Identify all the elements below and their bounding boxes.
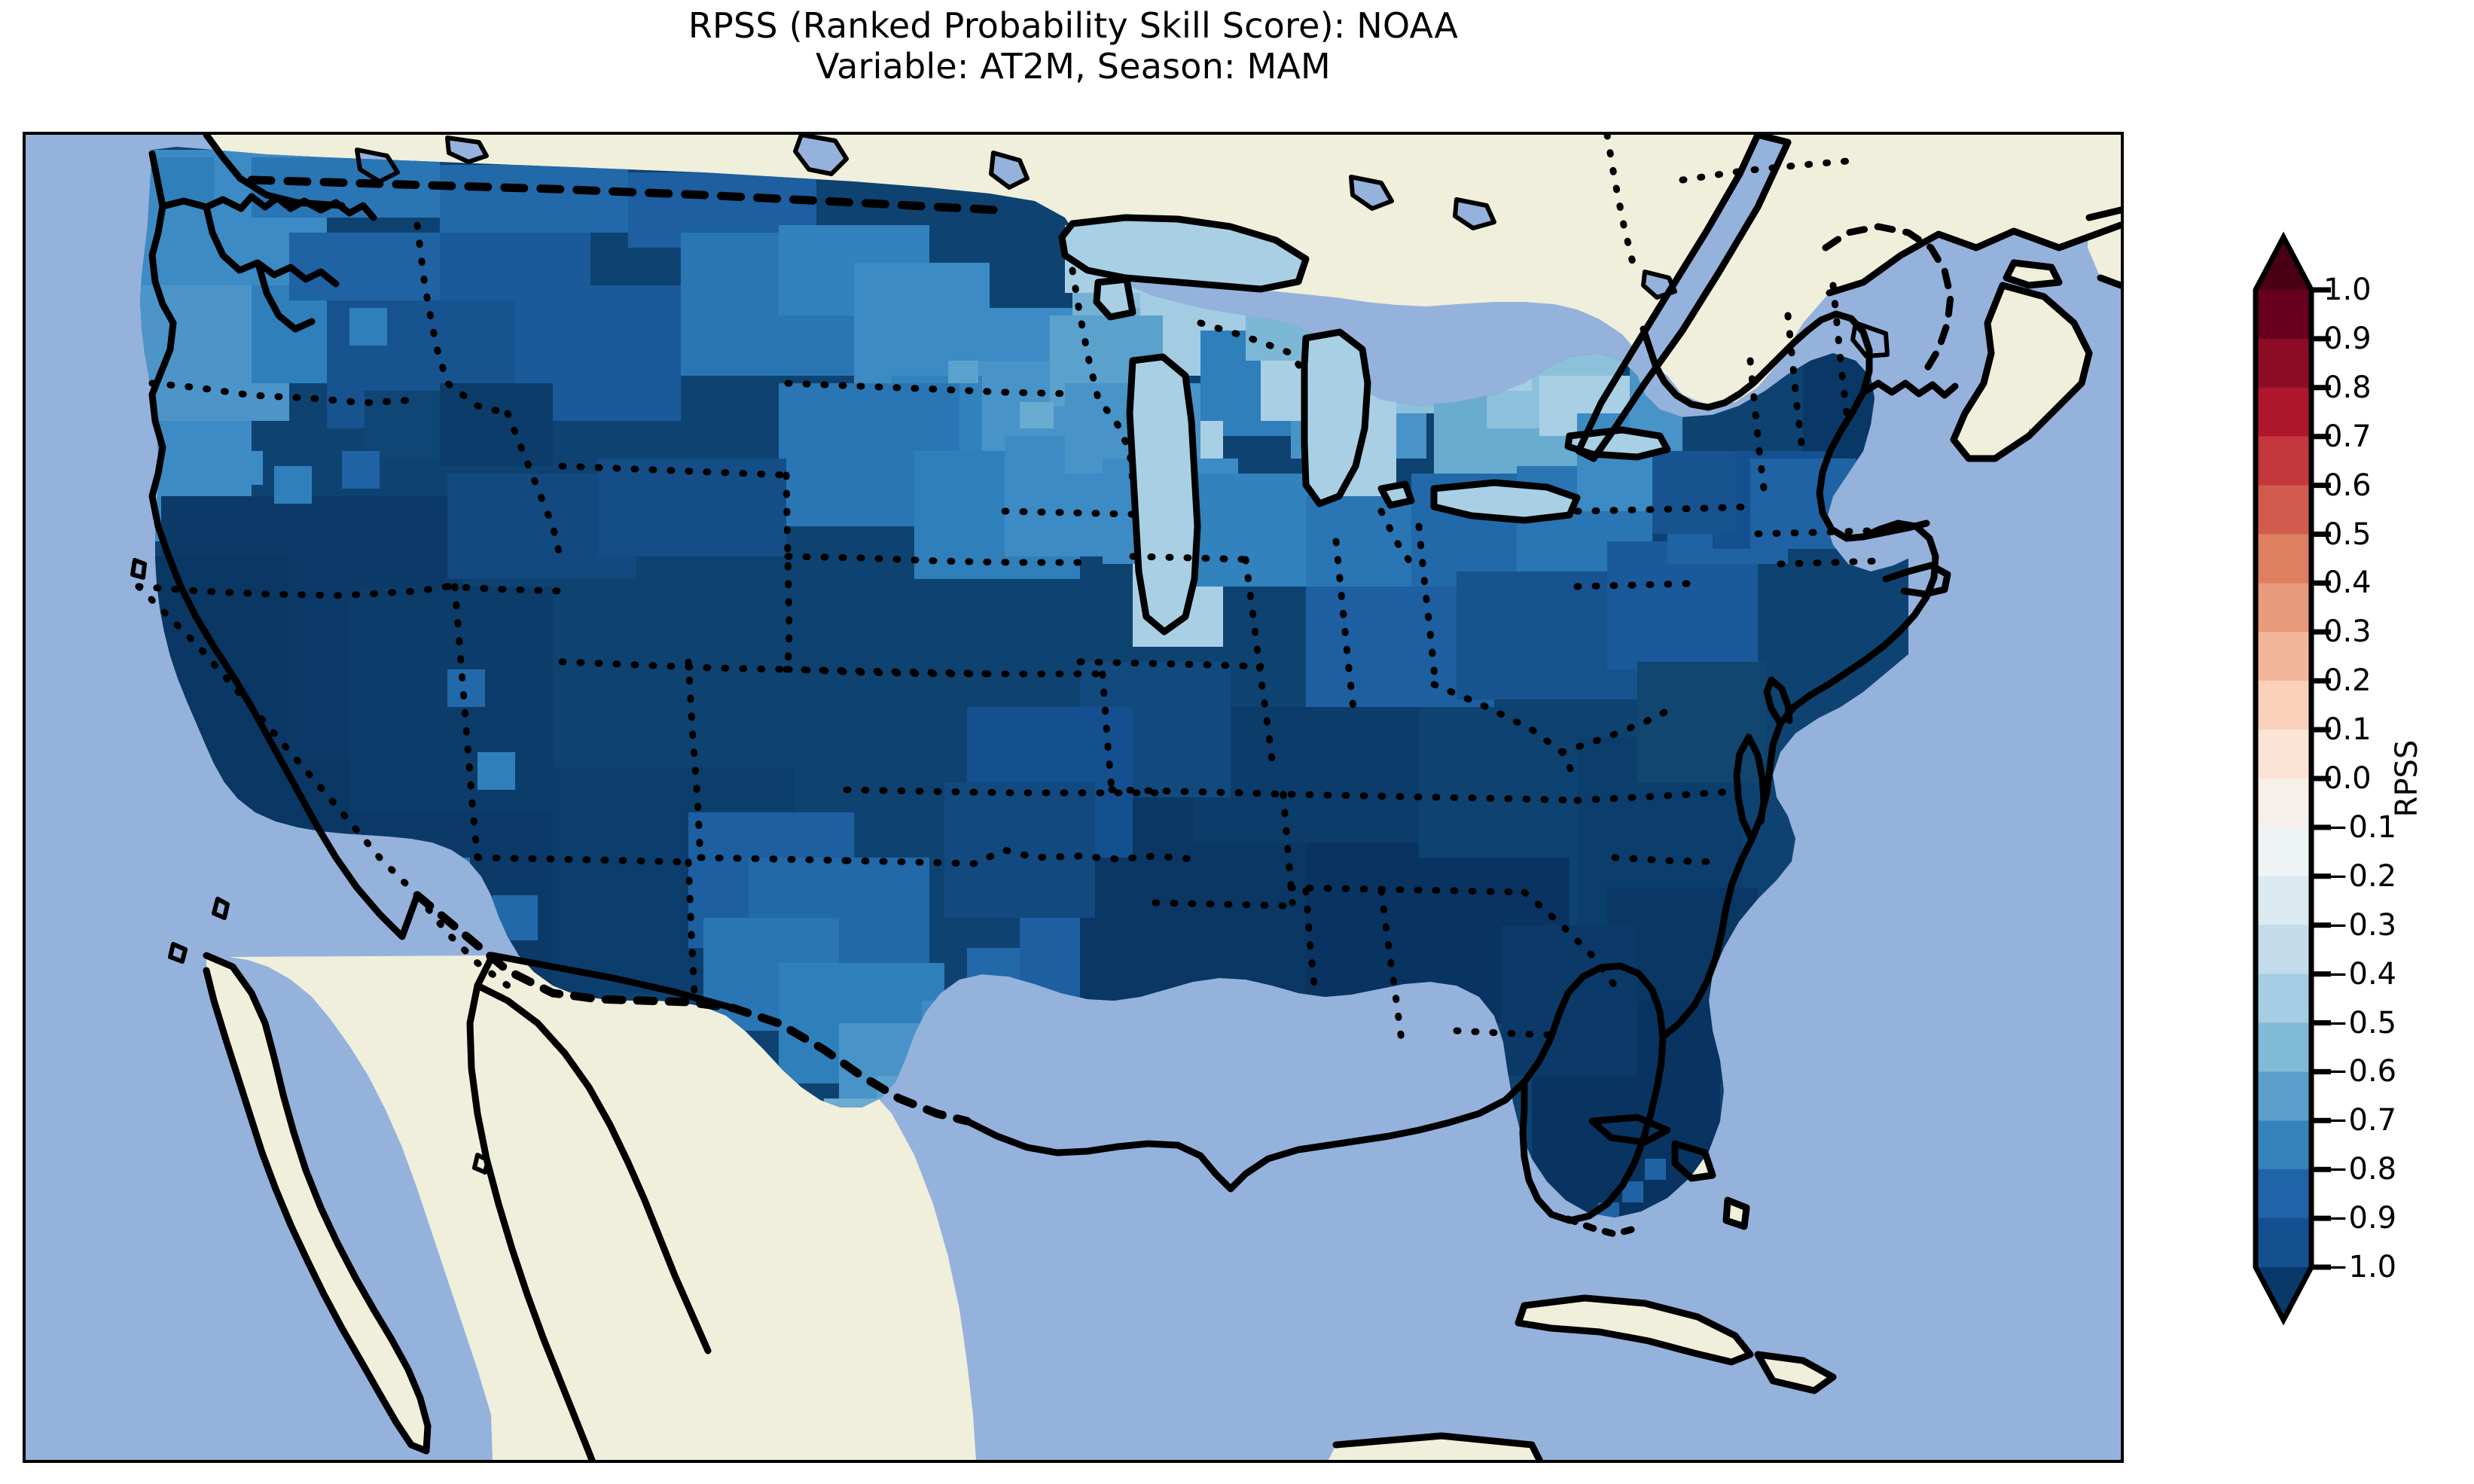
colorbar-band: [2256, 730, 2311, 779]
colorbar-band: [2256, 974, 2311, 1024]
colorbar-band: [2256, 583, 2311, 632]
colorbar-tick-label: −1.0: [2323, 1250, 2397, 1284]
colorbar-tick-labels: 1.0 0.9 0.8 0.7 0.6 0.5 0.4 0.3 0.2 0.1 0.0 −0.1 −0.…: [2256, 273, 2406, 1284]
colorbar-extend-bottom-arrow: [2256, 1267, 2311, 1320]
colorbar-tick-label: 0.1: [2323, 712, 2372, 748]
colorbar-band: [2256, 1218, 2311, 1268]
colorbar-band: [2256, 1071, 2311, 1121]
colorbar-tick-label: 0.3: [2323, 614, 2372, 650]
colorbar-band: [2256, 1120, 2311, 1170]
colorbar-tick-label: −0.9: [2323, 1201, 2397, 1236]
colorbar-tick-label: 0.5: [2323, 517, 2372, 552]
colorbar-band: [2256, 632, 2311, 681]
colorbar-tick-label: −0.2: [2323, 858, 2397, 894]
colorbar-tick-label: 1.0: [2323, 273, 2372, 307]
colorbar-band: [2256, 876, 2311, 926]
colorbar-tick-label: −0.4: [2323, 956, 2397, 992]
colorbar-tick-label: 0.8: [2323, 370, 2372, 405]
colorbar-tick-label: 0.9: [2323, 321, 2372, 356]
colorbar-band: [2256, 387, 2311, 437]
map-axes[interactable]: [23, 132, 2124, 1463]
title-line-1: RPSS (Ranked Probability Skill Score): N…: [688, 5, 1459, 46]
state-borders: [135, 135, 1954, 1238]
colorbar-band: [2256, 338, 2311, 389]
colorbar-extend-top-arrow: [2256, 237, 2311, 290]
colorbar-tick-label: −0.5: [2323, 1005, 2397, 1041]
colorbar-band: [2256, 827, 2311, 877]
colorbar-tick-label: 0.7: [2323, 419, 2372, 454]
map-graphic: [26, 135, 2121, 1460]
colorbar-tick-label: 0.4: [2323, 565, 2372, 601]
colorbar-tick-label: 0.2: [2323, 663, 2372, 699]
colorbar-tick-label: 0.6: [2323, 468, 2372, 503]
colorbar-band: [2256, 1022, 2311, 1072]
colorbar-band: [2256, 290, 2311, 340]
colorbar-band: [2256, 436, 2311, 486]
colorbar-band: [2256, 681, 2311, 730]
colorbar-tick-label: −0.3: [2323, 907, 2397, 943]
colorbar-tick-label: −0.8: [2323, 1152, 2397, 1187]
colorbar-axis-label: RPSS: [2390, 739, 2424, 818]
figure-title: RPSS (Ranked Probability Skill Score): N…: [0, 5, 2146, 87]
colorbar-tick-label: 0.0: [2323, 761, 2372, 796]
title-line-2: Variable: AT2M, Season: MAM: [816, 45, 1331, 87]
colorbar-band: [2256, 1169, 2311, 1219]
colorbar-tick-label: −0.7: [2323, 1103, 2397, 1138]
colorbar-band: [2256, 534, 2311, 584]
colorbar-graphic: [2253, 231, 2331, 1326]
colorbar-tick-label: −0.6: [2323, 1054, 2397, 1089]
coastlines: [130, 135, 2121, 1460]
colorbar[interactable]: [2253, 231, 2331, 1326]
colorbar-band: [2256, 779, 2311, 828]
map-canvas: [26, 135, 2121, 1460]
colorbar-band: [2256, 485, 2311, 535]
colorbar-band: [2256, 925, 2311, 975]
colorbar-tick-label: −0.1: [2323, 809, 2397, 845]
